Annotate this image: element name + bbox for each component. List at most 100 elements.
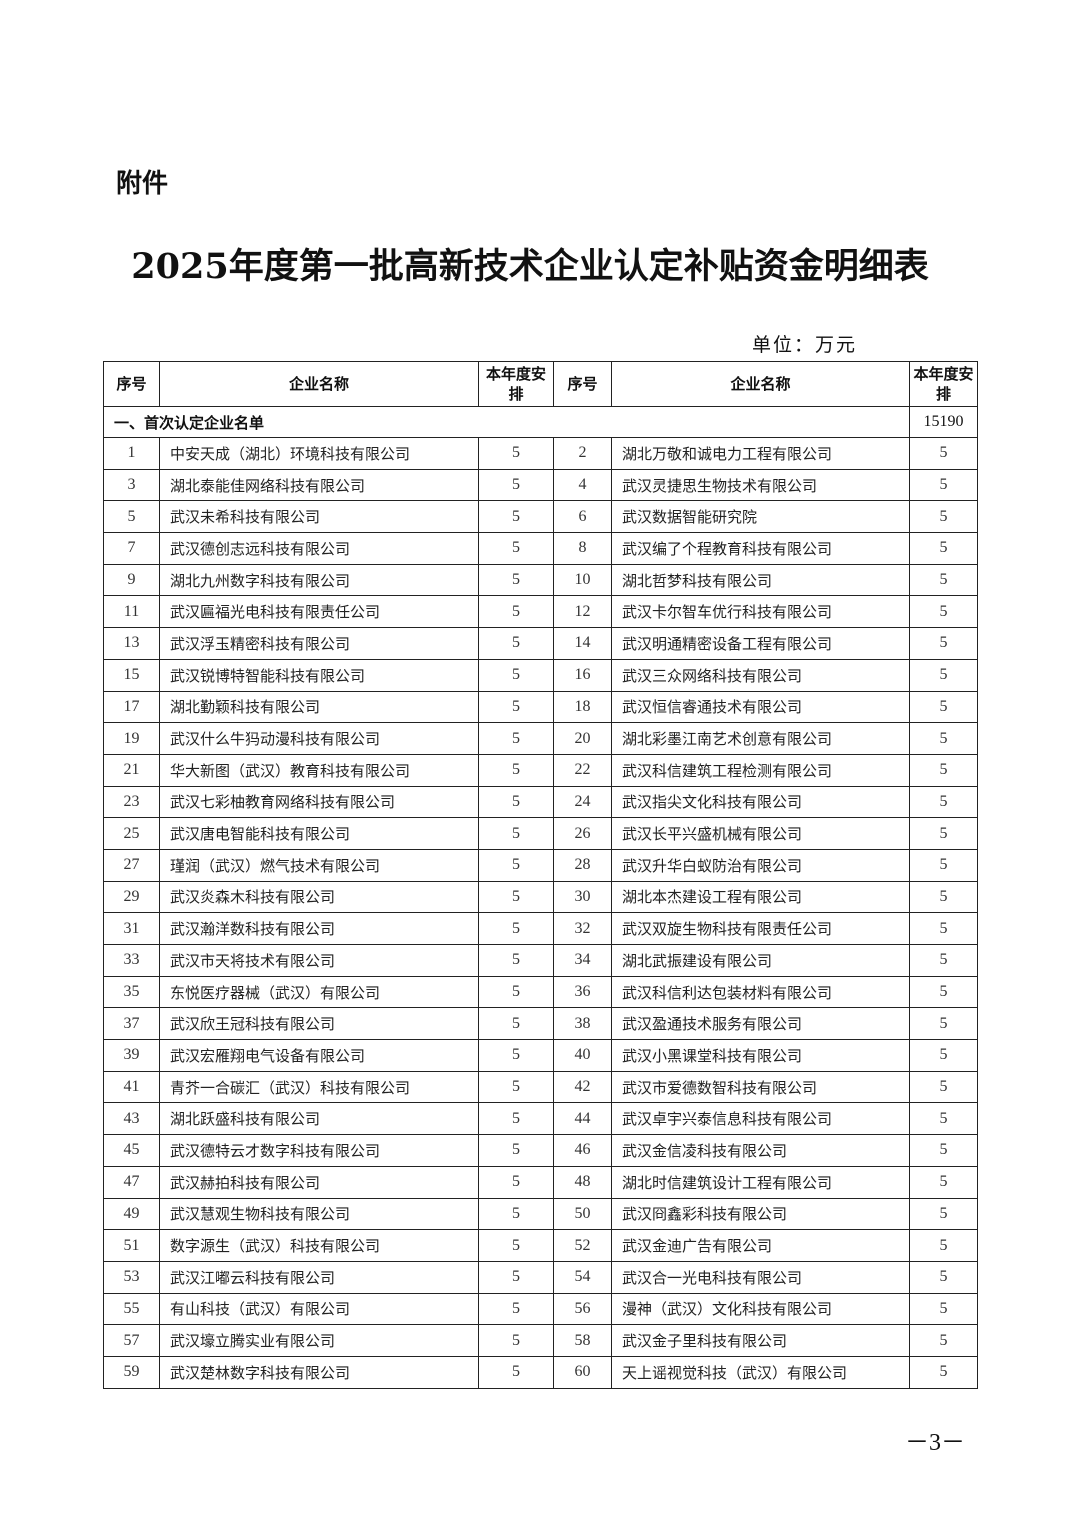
amount-cell: 5 (909, 1355, 978, 1389)
seq-cell: 48 (553, 1165, 612, 1199)
seq-cell: 57 (103, 1324, 160, 1357)
company-name-cell: 武汉七彩柚教育网络科技有限公司 (159, 785, 479, 819)
company-name-cell: 武汉金迪广告有限公司 (611, 1229, 910, 1262)
seq-cell: 52 (553, 1229, 612, 1262)
company-name-cell: 武汉盈通技术服务有限公司 (611, 1007, 910, 1041)
company-name-cell: 武汉双旋生物科技有限责任公司 (611, 912, 910, 945)
company-name-cell: 湖北泰能佳网络科技有限公司 (159, 468, 479, 502)
amount-cell: 5 (909, 1039, 978, 1072)
seq-cell: 13 (103, 627, 160, 660)
seq-cell: 60 (553, 1355, 612, 1389)
amount-cell: 5 (478, 880, 554, 914)
header-name: 企业名称 (159, 361, 479, 407)
amount-cell: 5 (478, 690, 554, 724)
amount-cell: 5 (909, 880, 978, 914)
company-name-cell: 武汉小黑课堂科技有限公司 (611, 1039, 910, 1072)
company-name-cell: 武汉匾福光电科技有限责任公司 (159, 595, 479, 629)
table-row: 21 华大新图（武汉）教育科技有限公司 5 22 武汉科信建筑工程检测有限公司 5 (103, 753, 978, 787)
seq-cell: 6 (553, 500, 612, 534)
amount-cell: 5 (478, 785, 554, 819)
company-name-cell: 武汉金子里科技有限公司 (611, 1324, 910, 1357)
amount-cell: 5 (478, 753, 554, 787)
amount-cell: 5 (909, 1134, 978, 1167)
amount-cell: 5 (478, 722, 554, 755)
company-name-cell: 武汉科信利达包装材料有限公司 (611, 975, 910, 1009)
company-name-cell: 武汉未希科技有限公司 (159, 500, 479, 534)
amount-cell: 5 (909, 690, 978, 724)
amount-cell: 5 (909, 468, 978, 502)
seq-cell: 12 (553, 595, 612, 629)
seq-cell: 19 (103, 722, 160, 755)
table-row: 43 湖北跃盛科技有限公司 5 44 武汉卓宇兴泰信息科技有限公司 5 (103, 1102, 978, 1136)
amount-cell: 5 (478, 1102, 554, 1136)
table-row: 7 武汉德创志远科技有限公司 5 8 武汉编了个程教育科技有限公司 5 (103, 532, 978, 565)
company-name-cell: 湖北时信建筑设计工程有限公司 (611, 1165, 910, 1199)
seq-cell: 16 (553, 658, 612, 692)
seq-cell: 7 (103, 532, 160, 565)
table-row: 13 武汉浮玉精密科技有限公司 5 14 武汉明通精密设备工程有限公司 5 (103, 627, 978, 660)
amount-cell: 5 (478, 1039, 554, 1072)
amount-cell: 5 (909, 532, 978, 565)
header-row: 序号 企业名称 本年度安排 序号 企业名称 本年度安排 (103, 361, 978, 407)
amount-cell: 5 (478, 912, 554, 945)
company-name-cell: 武汉德特云才数字科技有限公司 (159, 1134, 479, 1167)
company-name-cell: 数字源生（武汉）科技有限公司 (159, 1229, 479, 1262)
table-row: 1 中安天成（湖北）环境科技有限公司 5 2 湖北万敬和诚电力工程有限公司 5 (103, 437, 978, 470)
seq-cell: 8 (553, 532, 612, 565)
company-name-cell: 武汉锐博特智能科技有限公司 (159, 658, 479, 692)
company-name-cell: 武汉江嘟云科技有限公司 (159, 1260, 479, 1294)
table-row: 33 武汉市天将技术有限公司 5 34 湖北武振建设有限公司 5 (103, 944, 978, 977)
amount-cell: 5 (478, 500, 554, 534)
company-name-cell: 武汉欣王冠科技有限公司 (159, 1007, 479, 1041)
amount-cell: 5 (478, 1229, 554, 1262)
company-name-cell: 湖北哲梦科技有限公司 (611, 563, 910, 597)
company-name-cell: 武汉唐电智能科技有限公司 (159, 817, 479, 850)
seq-cell: 3 (103, 468, 160, 502)
seq-cell: 32 (553, 912, 612, 945)
amount-cell: 5 (478, 658, 554, 692)
header-amount: 本年度安排 (909, 361, 978, 407)
amount-cell: 5 (478, 975, 554, 1009)
company-name-cell: 武汉宏雁翔电气设备有限公司 (159, 1039, 479, 1072)
company-name-cell: 湖北本杰建设工程有限公司 (611, 880, 910, 914)
amount-cell: 5 (478, 468, 554, 502)
table-row: 53 武汉江嘟云科技有限公司 5 54 武汉合一光电科技有限公司 5 (103, 1260, 978, 1294)
amount-cell: 5 (478, 563, 554, 597)
seq-cell: 37 (103, 1007, 160, 1041)
seq-cell: 46 (553, 1134, 612, 1167)
seq-cell: 58 (553, 1324, 612, 1357)
company-name-cell: 湖北万敬和诚电力工程有限公司 (611, 437, 910, 470)
amount-cell: 5 (909, 437, 978, 470)
company-name-cell: 瑾润（武汉）燃气技术有限公司 (159, 848, 479, 882)
seq-cell: 31 (103, 912, 160, 945)
amount-cell: 5 (478, 817, 554, 850)
seq-cell: 51 (103, 1229, 160, 1262)
amount-cell: 5 (478, 1070, 554, 1104)
amount-cell: 5 (909, 1260, 978, 1294)
seq-cell: 14 (553, 627, 612, 660)
table-row: 9 湖北九州数字科技有限公司 5 10 湖北哲梦科技有限公司 5 (103, 563, 978, 597)
amount-cell: 5 (478, 437, 554, 470)
section-label: 一、首次认定企业名单 (103, 406, 910, 438)
company-name-cell: 武汉市天将技术有限公司 (159, 944, 479, 977)
amount-cell: 5 (909, 1070, 978, 1104)
subsidy-table: 序号 企业名称 本年度安排 序号 企业名称 本年度安排 一、首次认定企业名单 1… (103, 361, 978, 1389)
company-name-cell: 湖北彩墨江南艺术创意有限公司 (611, 722, 910, 755)
company-name-cell: 武汉指尖文化科技有限公司 (611, 785, 910, 819)
company-name-cell: 武汉数据智能研究院 (611, 500, 910, 534)
seq-cell: 34 (553, 944, 612, 977)
page-number: －3－ (905, 1430, 965, 1456)
seq-cell: 56 (553, 1292, 612, 1326)
seq-cell: 45 (103, 1134, 160, 1167)
amount-cell: 5 (909, 848, 978, 882)
seq-cell: 17 (103, 690, 160, 724)
table-row: 3 湖北泰能佳网络科技有限公司 5 4 武汉灵捷思生物技术有限公司 5 (103, 468, 978, 502)
seq-cell: 35 (103, 975, 160, 1009)
seq-cell: 33 (103, 944, 160, 977)
amount-cell: 5 (909, 817, 978, 850)
amount-cell: 5 (909, 595, 978, 629)
company-name-cell: 中安天成（湖北）环境科技有限公司 (159, 437, 479, 470)
seq-cell: 39 (103, 1039, 160, 1072)
company-name-cell: 武汉楚林数字科技有限公司 (159, 1355, 479, 1389)
seq-cell: 30 (553, 880, 612, 914)
